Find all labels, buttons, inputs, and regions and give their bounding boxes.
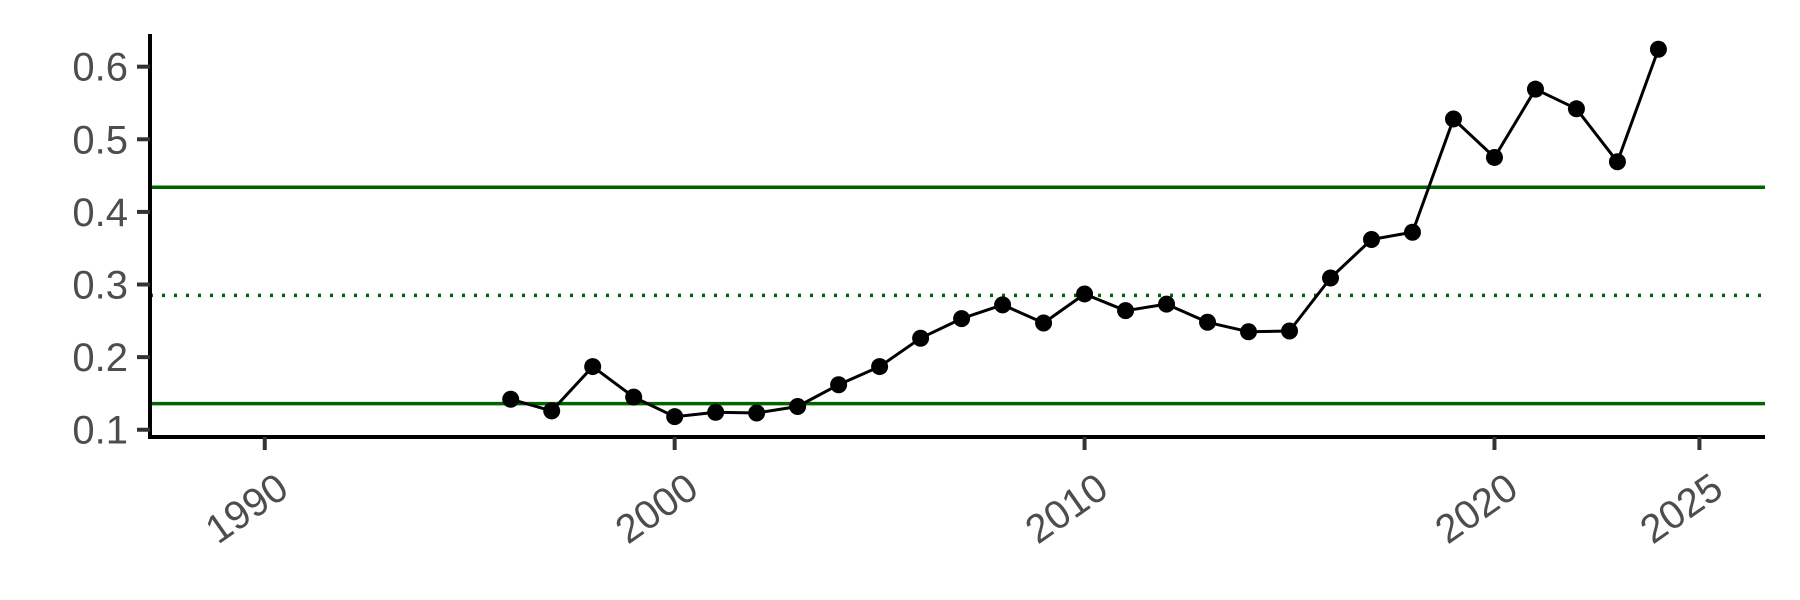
data-point-2001 (707, 403, 725, 421)
data-point-2012 (1158, 295, 1176, 313)
data-point-2010 (1076, 285, 1094, 303)
y-tick-label: 0.5 (72, 118, 128, 162)
x-tick-label: 1990 (198, 465, 296, 552)
data-point-2004 (830, 376, 848, 394)
data-point-2017 (1362, 230, 1380, 248)
x-tick-label: 2010 (1018, 465, 1116, 552)
data-point-1998 (584, 358, 602, 376)
data-point-2022 (1567, 100, 1585, 118)
data-point-1999 (625, 388, 643, 406)
data-point-2021 (1526, 80, 1544, 98)
data-point-2024 (1649, 40, 1667, 58)
data-point-2019 (1444, 110, 1462, 128)
y-axis-ticks: 0.1 0.2 0.3 0.4 0.5 0.6 (72, 46, 150, 453)
data-point-1997 (543, 402, 561, 420)
reference-lines (150, 185, 1765, 406)
y-tick-label: 0.2 (72, 336, 128, 380)
data-point-2013 (1199, 313, 1217, 331)
data-point-2007 (953, 310, 971, 328)
data-point-2023 (1608, 153, 1626, 171)
data-point-2015 (1281, 322, 1299, 340)
data-point-2006 (912, 329, 930, 347)
x-axis-ticks: 1990 2000 2010 2020 2025 (198, 437, 1731, 552)
data-point-2020 (1485, 148, 1503, 166)
data-point-2011 (1117, 302, 1135, 320)
data-point-2003 (789, 398, 807, 416)
x-tick-label: 2025 (1633, 465, 1731, 552)
y-tick-label: 0.6 (72, 46, 128, 90)
data-point-2008 (994, 296, 1012, 314)
data-point-2009 (1035, 314, 1053, 332)
y-tick-label: 0.1 (72, 409, 128, 453)
series-layer (502, 40, 1667, 426)
data-point-1996 (502, 390, 520, 408)
x-tick-label: 2020 (1428, 465, 1526, 552)
data-point-2014 (1240, 323, 1258, 341)
y-tick-label: 0.4 (72, 191, 128, 235)
data-point-2000 (666, 408, 684, 426)
data-point-2005 (871, 358, 889, 376)
y-tick-label: 0.3 (72, 264, 128, 308)
data-point-2002 (748, 404, 766, 422)
data-point-2018 (1403, 223, 1421, 241)
x-tick-label: 2000 (608, 465, 706, 552)
data-point-2016 (1322, 269, 1340, 287)
series-line-0 (510, 48, 1660, 419)
